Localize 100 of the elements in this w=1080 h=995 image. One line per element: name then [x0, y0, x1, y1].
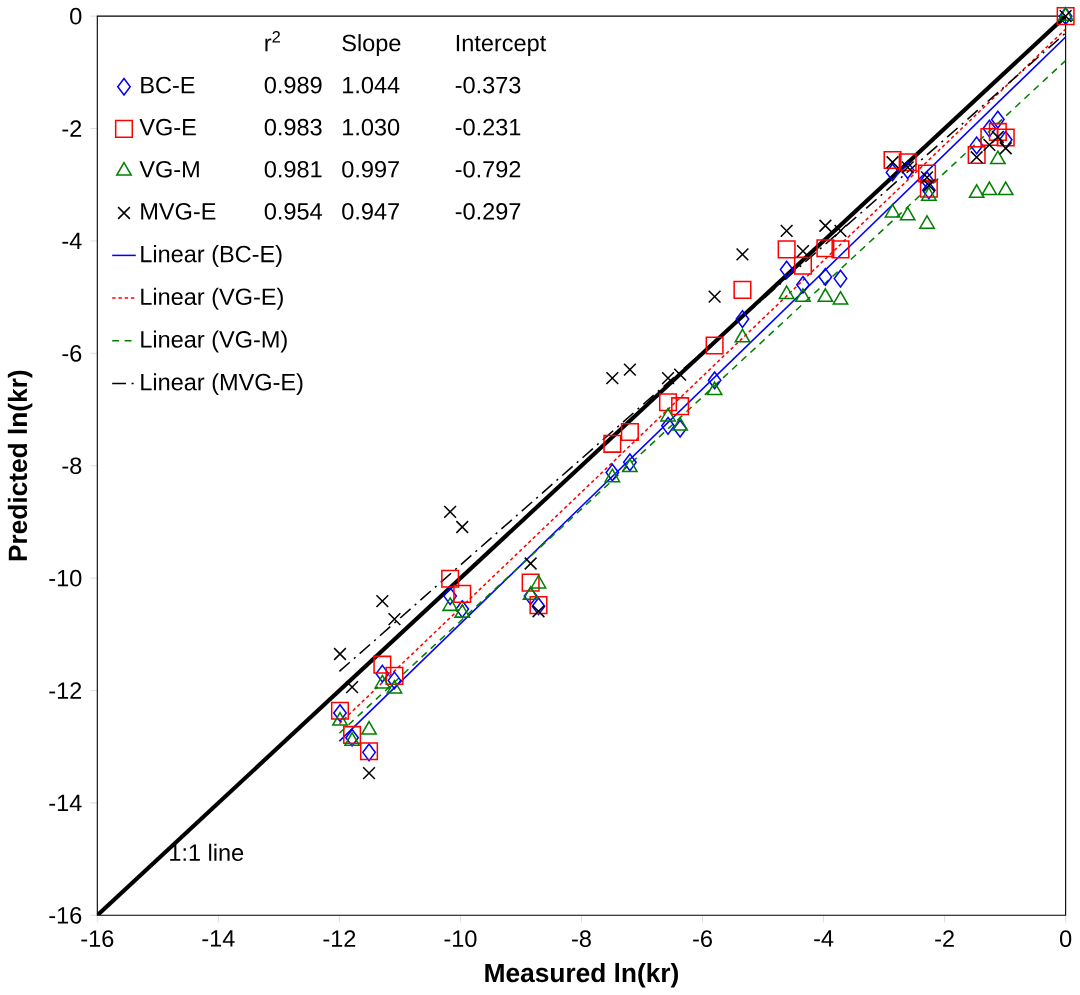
point: [671, 396, 690, 416]
annotation: -0.231: [455, 118, 521, 136]
annotation: 0.989: [264, 76, 322, 94]
point: [531, 604, 546, 618]
point: [661, 416, 675, 435]
legend-label: MVG-E: [141, 202, 216, 220]
point: [780, 224, 794, 238]
point: [454, 603, 471, 618]
point: [999, 141, 1013, 155]
annotation: 1.030: [343, 118, 400, 136]
point: [707, 289, 722, 304]
point: [796, 244, 810, 258]
point: [898, 153, 917, 172]
annotation: r$^{2}$: [265, 30, 280, 51]
legend-label: Linear (VG-M): [141, 330, 287, 353]
y-tick-label: -8: [62, 457, 82, 474]
legend-label: Linear (MVG-E): [141, 373, 303, 395]
point: [920, 170, 934, 184]
point: [455, 599, 470, 618]
point: [818, 267, 833, 286]
annotation: -0.297: [455, 202, 521, 220]
annotation: 0.981: [264, 160, 322, 178]
point: [735, 247, 750, 261]
point: [604, 468, 621, 483]
x-tick-label: -16: [81, 930, 114, 947]
point: [778, 285, 795, 300]
point: [443, 586, 458, 606]
point: [883, 150, 902, 169]
point: [816, 239, 835, 258]
point: [833, 224, 848, 238]
point: [333, 647, 347, 661]
legend-label: BC-E: [141, 76, 195, 94]
point: [621, 458, 638, 473]
point: [332, 711, 348, 726]
y-tick-label: 0: [70, 7, 82, 25]
x-tick-label: -4: [814, 930, 834, 947]
point: [387, 612, 402, 626]
point: [884, 203, 901, 218]
y-tick-label: -16: [49, 906, 82, 924]
point: [795, 275, 810, 294]
point: [990, 110, 1005, 129]
point: [777, 240, 796, 259]
point: [705, 336, 724, 355]
point: [605, 371, 619, 385]
x-tick-label: 0: [1060, 930, 1072, 947]
point: [658, 393, 678, 412]
point: [793, 256, 813, 275]
point: [980, 127, 999, 146]
point: [997, 181, 1014, 196]
point: [969, 136, 984, 155]
point: [521, 573, 540, 592]
point: [988, 122, 1007, 141]
y-tick-label: -2: [62, 120, 82, 137]
annotation: 0.947: [342, 202, 399, 220]
x-tick-label: -10: [444, 930, 477, 947]
point: [605, 463, 620, 482]
point: [707, 371, 722, 390]
point: [441, 569, 460, 588]
y-tick-label: -14: [49, 794, 82, 811]
point: [831, 240, 850, 259]
x-tick-label: -14: [202, 930, 235, 947]
annotation: 1.044: [343, 76, 400, 94]
annotation: 0.997: [342, 160, 399, 178]
annotation: 0.954: [264, 202, 322, 220]
annotation: -0.373: [455, 76, 521, 94]
point: [673, 419, 688, 438]
point: [375, 664, 390, 683]
point: [453, 584, 472, 603]
x-tick-label: -8: [572, 930, 591, 947]
point: [833, 269, 848, 288]
point: [375, 594, 389, 608]
point: [899, 206, 916, 221]
point: [735, 309, 750, 328]
x-axis-title: Measured ln(kr): [485, 962, 678, 988]
y-tick-label: -12: [49, 682, 82, 699]
point: [885, 163, 900, 182]
point: [917, 164, 937, 183]
y-tick-label: -4: [62, 232, 82, 249]
point: [982, 119, 997, 138]
point: [623, 362, 637, 377]
x-tick-label: -12: [323, 930, 356, 947]
point: [660, 407, 676, 422]
point: [989, 150, 1006, 165]
point: [530, 574, 547, 589]
point: [970, 150, 984, 164]
point: [991, 130, 1005, 144]
point: [374, 674, 391, 689]
point: [733, 280, 752, 299]
annotation: -0.792: [455, 160, 521, 178]
legend-label: VG-M: [139, 160, 199, 178]
point: [386, 679, 403, 694]
annotation: Slope: [342, 33, 401, 56]
point: [361, 720, 377, 735]
x-tick-label: -6: [693, 930, 712, 947]
point: [734, 328, 751, 343]
point: [832, 290, 849, 305]
y-tick-label: -10: [49, 569, 82, 587]
point: [620, 422, 639, 441]
point: [706, 381, 723, 396]
point: [455, 520, 469, 534]
